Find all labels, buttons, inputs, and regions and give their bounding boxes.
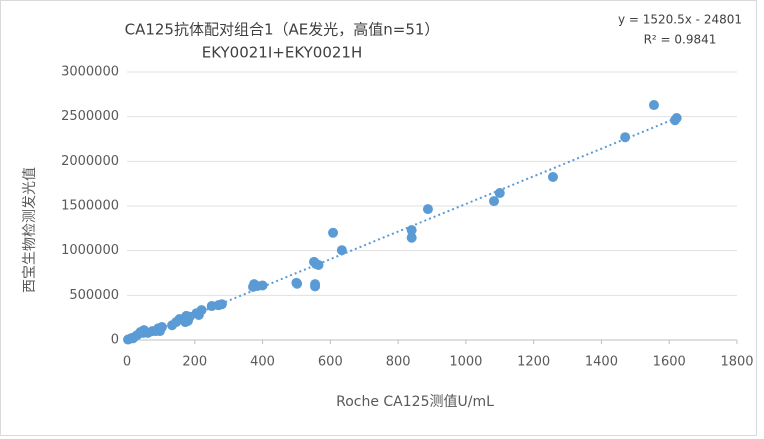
y-tick-label: 1500000 [61, 199, 119, 214]
y-tick-label: 2500000 [61, 109, 119, 124]
point [193, 309, 204, 320]
y-tick-label: 1000000 [61, 243, 119, 258]
x-tick-label: 1600 [653, 355, 686, 370]
x-tick-label: 400 [250, 355, 275, 370]
x-tick-label: 0 [123, 355, 131, 370]
chart-title: CA125抗体配对组合1（AE发光，高值n=51） [125, 21, 440, 39]
x-tick-label: 1800 [720, 355, 753, 370]
point [422, 204, 433, 215]
point [336, 245, 347, 256]
x-tick-label: 1400 [585, 355, 618, 370]
point [671, 113, 682, 124]
point [143, 327, 154, 338]
equation: y = 1520.5x - 24801 [618, 13, 742, 27]
y-axis-label: 西宝生物检测发光值 [22, 167, 38, 293]
point [248, 281, 259, 292]
point [648, 100, 659, 111]
x-tick-label: 200 [182, 355, 207, 370]
point [310, 281, 321, 292]
point [128, 333, 139, 344]
x-tick-label: 600 [318, 355, 343, 370]
x-axis-label: Roche CA125测值U/mL [336, 394, 494, 410]
y-tick-label: 3000000 [61, 65, 119, 80]
y-tick-label: 2000000 [61, 154, 119, 169]
point [257, 280, 268, 291]
point [328, 227, 339, 238]
point [406, 225, 417, 236]
point [216, 299, 227, 310]
r-squared: R² = 0.9841 [644, 33, 717, 47]
point [620, 132, 631, 143]
chart-subtitle: EKY0021I+EKY0021H [202, 44, 363, 62]
trendline [127, 117, 678, 343]
point [292, 278, 303, 289]
point [489, 196, 500, 207]
x-tick-label: 1000 [449, 355, 482, 370]
point [547, 171, 558, 182]
point [180, 317, 191, 328]
point [494, 188, 505, 199]
point [311, 259, 322, 270]
y-tick-label: 0 [111, 333, 119, 348]
point [167, 320, 178, 331]
y-tick-label: 500000 [69, 288, 119, 303]
point [154, 326, 165, 337]
x-tick-label: 1200 [517, 355, 550, 370]
x-tick-label: 800 [386, 355, 411, 370]
point [406, 232, 417, 243]
